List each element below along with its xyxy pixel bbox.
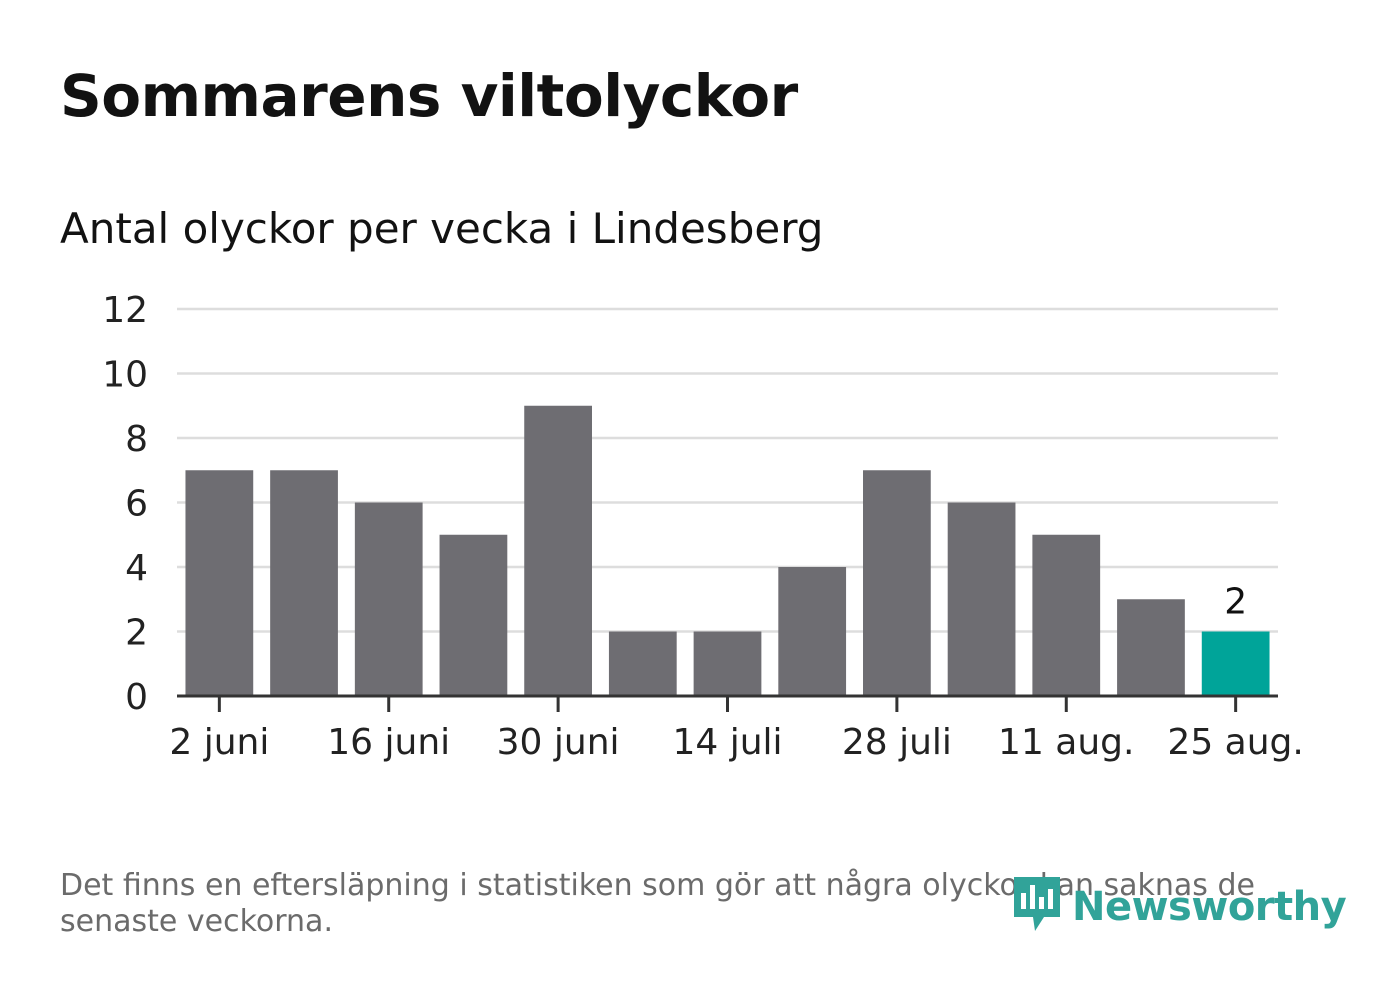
bar: [1201, 631, 1270, 696]
y-tick-label: 6: [125, 484, 148, 525]
y-tick-label: 4: [125, 548, 148, 589]
bar: [947, 502, 1016, 696]
chart-subtitle: Antal olyckor per vecka i Lindesberg: [60, 204, 824, 253]
grid-lines: [177, 307, 1278, 633]
bar: [1117, 599, 1185, 696]
y-tick-label: 8: [125, 419, 148, 460]
y-tick-label: 10: [102, 355, 148, 396]
y-tick-label: 12: [102, 290, 148, 331]
x-tick-label: 14 juli: [672, 722, 782, 763]
bar: [608, 631, 677, 696]
x-tick-label: 30 juni: [497, 722, 620, 763]
bar: [863, 470, 931, 696]
brand-name: Newsworthy: [1072, 884, 1347, 930]
x-tick-label: 11 aug.: [998, 722, 1134, 763]
newsworthy-logo-icon: [1010, 871, 1064, 943]
bar: [1032, 534, 1101, 696]
x-tick-label: 16 juni: [327, 722, 450, 763]
bar: [185, 470, 254, 696]
x-tick-label: 2 juni: [169, 722, 269, 763]
y-tick-label: 0: [125, 677, 148, 718]
bar: [354, 502, 423, 696]
x-tick-label: 28 juli: [842, 722, 952, 763]
bar-chart: 0 2 4 6 8 10 12 2 juni 16 juni 30 juni 14 juli 28 …: [102, 290, 1304, 763]
bar: [778, 567, 847, 696]
data-label: 2: [1224, 582, 1247, 623]
bar: [270, 470, 338, 696]
brand-logo: Newsworthy: [1010, 871, 1347, 943]
bars: [185, 405, 1270, 696]
y-axis-tick-labels: 0 2 4 6 8 10 12: [102, 290, 148, 718]
bar: [524, 405, 592, 696]
bar: [439, 534, 508, 696]
x-tick-label: 25 aug.: [1167, 722, 1303, 763]
data-labels: 2: [1224, 582, 1247, 623]
x-axis: 2 juni 16 juni 30 juni 14 juli 28 juli 11 aug…: [169, 694, 1304, 763]
chart-title: Sommarens viltolyckor: [60, 62, 798, 130]
bar: [693, 631, 762, 696]
y-tick-label: 2: [125, 613, 148, 654]
